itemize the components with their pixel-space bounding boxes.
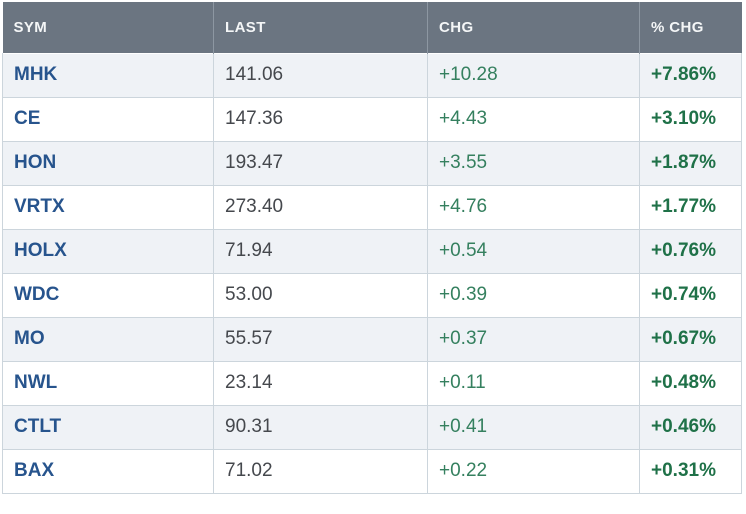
last-price-cell: 55.57 <box>213 317 428 362</box>
table-row: MO 55.57 +0.37 +0.67% <box>2 317 742 362</box>
table-row: NWL 23.14 +0.11 +0.48% <box>2 361 742 406</box>
symbol-link[interactable]: HOLX <box>2 229 214 274</box>
table-header: SYM LAST CHG % CHG <box>2 2 742 53</box>
column-header-sym[interactable]: SYM <box>2 2 214 53</box>
percent-change-cell: +0.67% <box>639 317 742 362</box>
stock-table: SYM LAST CHG % CHG MHK 141.06 +10.28 +7.… <box>2 2 742 494</box>
change-cell: +4.43 <box>427 97 640 142</box>
percent-change-cell: +0.31% <box>639 449 742 494</box>
last-price-cell: 53.00 <box>213 273 428 318</box>
table-row: BAX 71.02 +0.22 +0.31% <box>2 449 742 494</box>
last-price-cell: 71.02 <box>213 449 428 494</box>
symbol-link[interactable]: CE <box>2 97 214 142</box>
header-row: SYM LAST CHG % CHG <box>2 2 742 53</box>
change-cell: +0.54 <box>427 229 640 274</box>
change-cell: +3.55 <box>427 141 640 186</box>
table-row: CE 147.36 +4.43 +3.10% <box>2 97 742 142</box>
table-row: HON 193.47 +3.55 +1.87% <box>2 141 742 186</box>
column-header-last[interactable]: LAST <box>213 2 428 53</box>
last-price-cell: 141.06 <box>213 52 428 98</box>
symbol-link[interactable]: WDC <box>2 273 214 318</box>
last-price-cell: 193.47 <box>213 141 428 186</box>
last-price-cell: 71.94 <box>213 229 428 274</box>
symbol-link[interactable]: HON <box>2 141 214 186</box>
percent-change-cell: +0.48% <box>639 361 742 406</box>
symbol-link[interactable]: VRTX <box>2 185 214 230</box>
table-row: VRTX 273.40 +4.76 +1.77% <box>2 185 742 230</box>
table-row: MHK 141.06 +10.28 +7.86% <box>2 52 742 98</box>
symbol-link[interactable]: MHK <box>2 52 214 98</box>
percent-change-cell: +7.86% <box>639 52 742 98</box>
percent-change-cell: +1.77% <box>639 185 742 230</box>
last-price-cell: 273.40 <box>213 185 428 230</box>
last-price-cell: 90.31 <box>213 405 428 450</box>
percent-change-cell: +0.76% <box>639 229 742 274</box>
percent-change-cell: +1.87% <box>639 141 742 186</box>
table-row: CTLT 90.31 +0.41 +0.46% <box>2 405 742 450</box>
column-header-chg[interactable]: CHG <box>427 2 640 53</box>
change-cell: +0.37 <box>427 317 640 362</box>
change-cell: +0.39 <box>427 273 640 318</box>
change-cell: +0.11 <box>427 361 640 406</box>
stock-quotes-widget: SYM LAST CHG % CHG MHK 141.06 +10.28 +7.… <box>2 2 742 494</box>
percent-change-cell: +0.74% <box>639 273 742 318</box>
table-row: WDC 53.00 +0.39 +0.74% <box>2 273 742 318</box>
table-row: HOLX 71.94 +0.54 +0.76% <box>2 229 742 274</box>
last-price-cell: 147.36 <box>213 97 428 142</box>
symbol-link[interactable]: MO <box>2 317 214 362</box>
change-cell: +0.22 <box>427 449 640 494</box>
symbol-link[interactable]: BAX <box>2 449 214 494</box>
symbol-link[interactable]: NWL <box>2 361 214 406</box>
column-header-pct-chg[interactable]: % CHG <box>639 2 742 53</box>
table-body: MHK 141.06 +10.28 +7.86% CE 147.36 +4.43… <box>2 52 742 494</box>
percent-change-cell: +3.10% <box>639 97 742 142</box>
change-cell: +4.76 <box>427 185 640 230</box>
symbol-link[interactable]: CTLT <box>2 405 214 450</box>
change-cell: +10.28 <box>427 52 640 98</box>
change-cell: +0.41 <box>427 405 640 450</box>
last-price-cell: 23.14 <box>213 361 428 406</box>
percent-change-cell: +0.46% <box>639 405 742 450</box>
